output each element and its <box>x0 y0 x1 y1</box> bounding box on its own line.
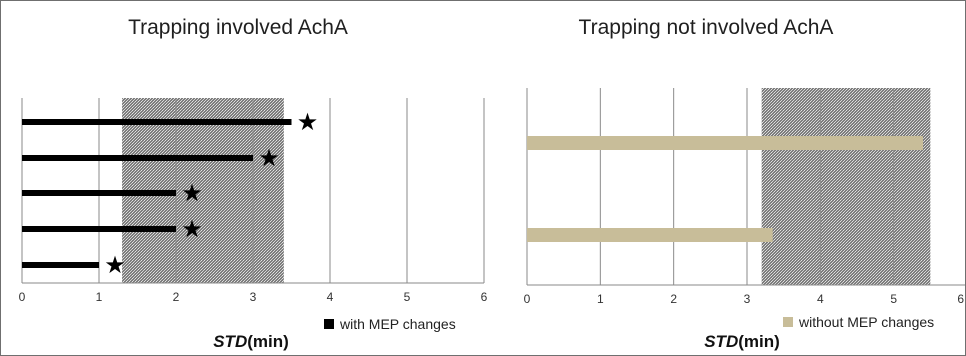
x-tick-label: 4 <box>817 292 824 306</box>
star-marker: ★ <box>258 145 280 172</box>
x-axis-label-unit: (min) <box>247 332 289 351</box>
x-axis-label-italic: STD <box>213 332 247 351</box>
shaded-range <box>761 88 931 285</box>
star-marker: ★ <box>181 216 203 243</box>
bar <box>22 190 176 196</box>
legend-label: without MEP changes <box>798 314 934 330</box>
chart-panel-trapping-not-involved: Trapping not involved AchA 0 1 2 3 4 5 6 STD(m… <box>524 16 965 351</box>
star-marker: ★ <box>181 180 203 207</box>
x-axis-label: STD(min) <box>213 332 289 351</box>
x-tick-label: 1 <box>597 292 604 306</box>
x-tick-label: 6 <box>481 290 488 304</box>
legend: without MEP changes <box>783 314 934 330</box>
bar <box>527 136 923 150</box>
legend: with MEP changes <box>324 316 456 332</box>
x-tick-label: 2 <box>173 290 180 304</box>
chart-panel-trapping-involved: Trapping involved AchA ★ ★ ★ ★ ★ 0 1 2 3 4 5 6 STD… <box>19 16 488 351</box>
chart-title: Trapping not involved AchA <box>579 16 834 39</box>
bar <box>22 262 99 268</box>
bar <box>22 119 292 125</box>
bar <box>22 226 176 232</box>
bar <box>527 228 773 242</box>
x-tick-label: 3 <box>250 290 257 304</box>
star-marker: ★ <box>104 252 126 279</box>
legend-swatch <box>324 319 334 329</box>
x-tick-label: 4 <box>327 290 334 304</box>
x-axis-label-unit: (min) <box>738 332 780 351</box>
bar <box>22 155 253 161</box>
chart-title: Trapping involved AchA <box>128 16 348 39</box>
star-marker: ★ <box>297 109 319 136</box>
x-tick-label: 0 <box>19 290 26 304</box>
x-tick-label: 1 <box>96 290 103 304</box>
x-tick-label: 5 <box>404 290 411 304</box>
x-tick-label: 3 <box>744 292 751 306</box>
x-tick-label: 2 <box>670 292 677 306</box>
x-tick-label: 5 <box>890 292 897 306</box>
x-tick-label: 6 <box>957 292 964 306</box>
x-axis-label: STD(min) <box>704 332 780 351</box>
legend-label: with MEP changes <box>339 316 456 332</box>
x-axis-label-italic: STD <box>704 332 738 351</box>
legend-swatch <box>783 317 793 327</box>
x-tick-label: 0 <box>524 292 531 306</box>
